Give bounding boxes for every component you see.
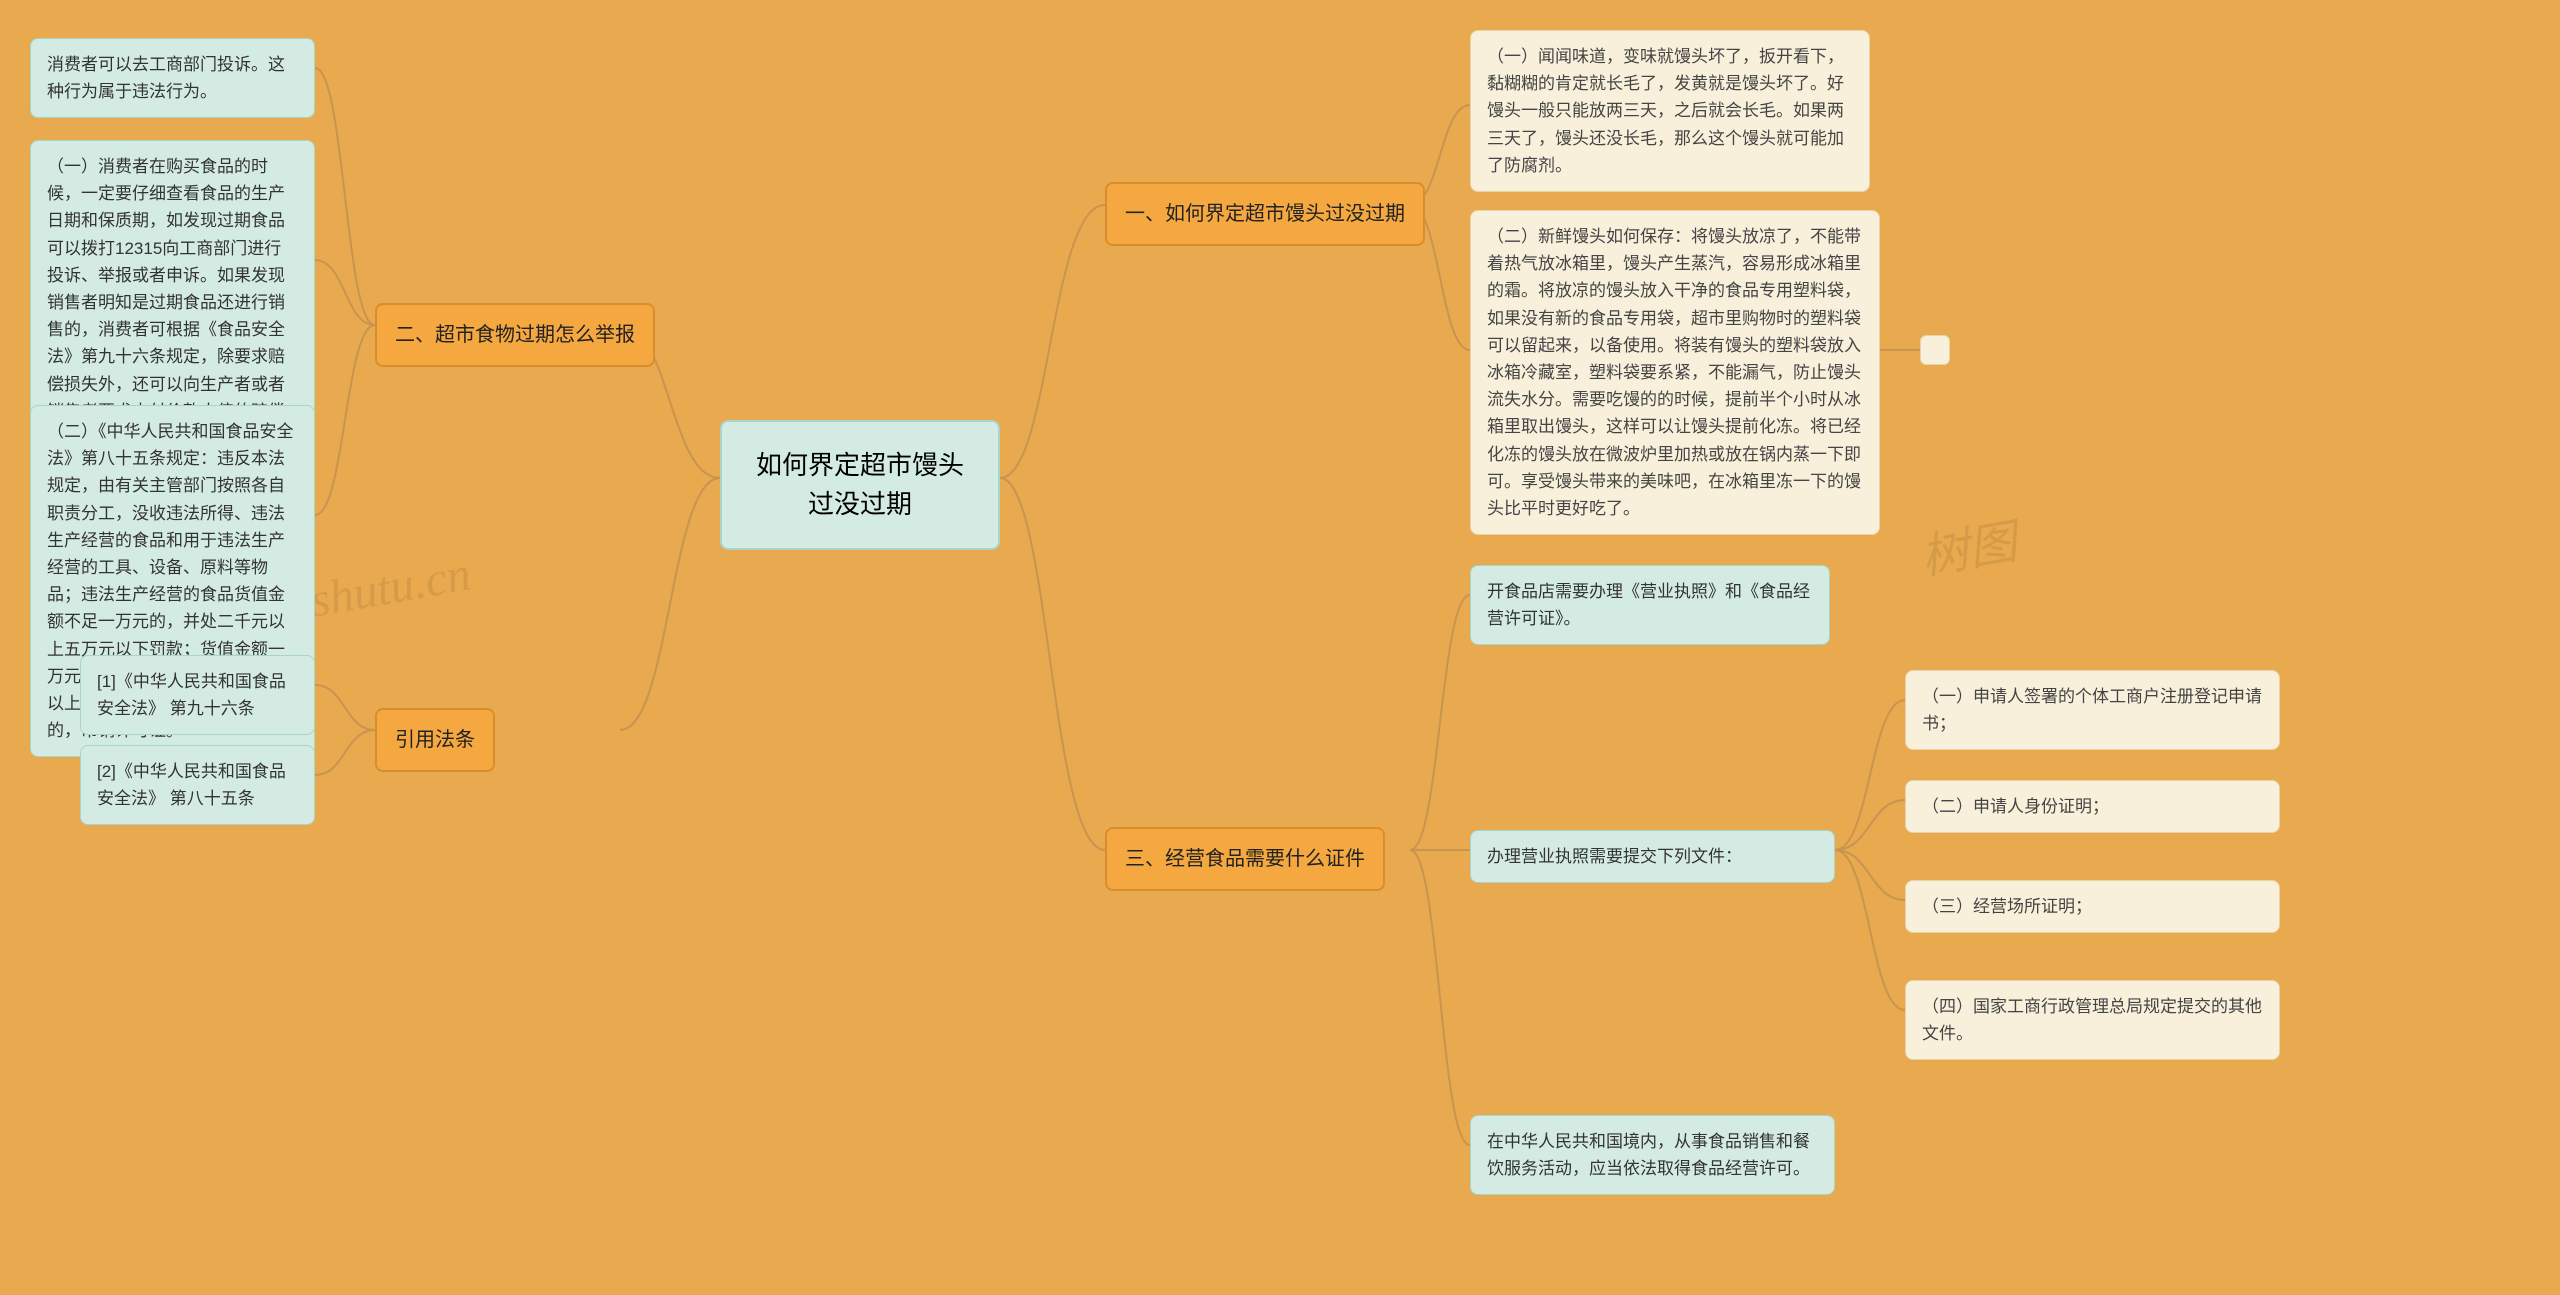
branch-1-leaf-2: （二）新鲜馒头如何保存：将馒头放凉了，不能带着热气放冰箱里，馒头产生蒸汽，容易形… (1470, 210, 1880, 535)
branch-3-leaf-3: 在中华人民共和国境内，从事食品销售和餐饮服务活动，应当依法取得食品经营许可。 (1470, 1115, 1835, 1195)
branch-1: 一、如何界定超市馒头过没过期 (1105, 182, 1425, 246)
root-node: 如何界定超市馒头过没过期 (720, 420, 1000, 550)
branch-3-sub-1: （一）申请人签署的个体工商户注册登记申请书； (1905, 670, 2280, 750)
branch-1-leaf-2-tail (1920, 335, 1950, 365)
branch-2: 二、超市食物过期怎么举报 (375, 303, 655, 367)
branch-2-leaf-1: 消费者可以去工商部门投诉。这种行为属于违法行为。 (30, 38, 315, 118)
watermark: 树图 (1915, 502, 2022, 588)
branch-3-leaf-2: 办理营业执照需要提交下列文件： (1470, 830, 1835, 883)
branch-3-sub-4: （四）国家工商行政管理总局规定提交的其他文件。 (1905, 980, 2280, 1060)
watermark: shutu.cn (306, 546, 474, 628)
branch-4-leaf-1: [1]《中华人民共和国食品安全法》 第九十六条 (80, 655, 315, 735)
branch-3-sub-2: （二）申请人身份证明； (1905, 780, 2280, 833)
branch-3-leaf-1: 开食品店需要办理《营业执照》和《食品经营许可证》。 (1470, 565, 1830, 645)
branch-1-leaf-1: （一）闻闻味道，变味就馒头坏了，扳开看下，黏糊糊的肯定就长毛了，发黄就是馒头坏了… (1470, 30, 1870, 192)
branch-4-leaf-2: [2]《中华人民共和国食品安全法》 第八十五条 (80, 745, 315, 825)
branch-4: 引用法条 (375, 708, 495, 772)
branch-3: 三、经营食品需要什么证件 (1105, 827, 1385, 891)
branch-3-sub-3: （三）经营场所证明； (1905, 880, 2280, 933)
